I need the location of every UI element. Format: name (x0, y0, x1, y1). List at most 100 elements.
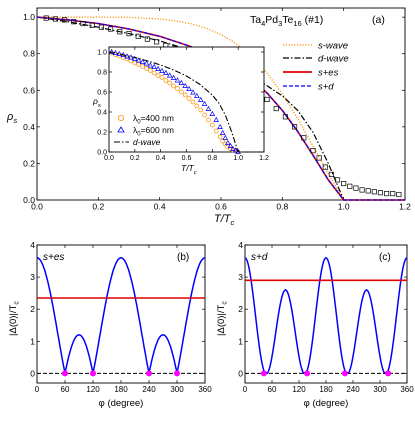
panel-c-x-tick-label: 120 (292, 385, 306, 394)
inset-circle (206, 117, 211, 123)
inset-circle (202, 112, 207, 118)
inset-series-d-wave (108, 51, 264, 153)
panel-b-node-point (62, 370, 68, 377)
data-square (390, 191, 396, 197)
panel-b-ylabel: |Δ(0)|/Tc (8, 301, 21, 336)
panel-b-x-tick-label: 60 (61, 385, 70, 394)
panel-c-x-tick-label: 0 (243, 385, 248, 394)
data-square (98, 24, 104, 30)
inset-triangle (213, 116, 219, 122)
series-s-wave (37, 16, 405, 201)
data-square (384, 191, 390, 197)
data-square (396, 191, 402, 198)
inset-xlabel: T/Tc (181, 163, 197, 176)
inset-circle (182, 92, 188, 98)
inset-legend-label: d-wave (133, 137, 161, 147)
inset-circle (151, 70, 157, 76)
panel-a-x-tick-label: 0.4 (154, 202, 166, 212)
panel-a-title: Ta4Pd3Te16 (#1) (250, 14, 323, 28)
inset-circle (140, 64, 145, 69)
inset-x-tick-label: 0.4 (156, 155, 166, 162)
data-square (328, 171, 334, 177)
inset-x-tick-label: 1.0 (233, 155, 243, 162)
inset-circle (222, 141, 228, 147)
inset-triangle (166, 72, 173, 78)
inset-triangle (222, 134, 229, 140)
inset-circle (147, 68, 153, 73)
data-square (71, 19, 77, 25)
data-square (154, 39, 160, 45)
data-square (359, 187, 365, 193)
legend-label-s-wave: s-wave (318, 41, 348, 52)
panel-c-node-point (304, 370, 311, 377)
data-square (144, 36, 150, 42)
data-square (62, 17, 68, 23)
panel-b-y-tick-label: 4 (30, 240, 35, 250)
inset-background (109, 47, 264, 152)
inset-triangle (205, 105, 212, 111)
panel-c-axes (244, 244, 408, 384)
data-square (52, 16, 58, 22)
inset-y-tick-label: 0.6 (97, 89, 107, 96)
panel-c-x-tick-label: 240 (346, 385, 360, 394)
data-square (301, 135, 307, 141)
panel-a-x-tick-label: 0.0 (31, 202, 43, 212)
panel-a-label: (a) (372, 14, 385, 26)
inset-legend-triangle (117, 126, 125, 133)
panel-c-node-point (341, 370, 348, 377)
inset-circle (163, 78, 169, 83)
inset-circle (213, 128, 219, 134)
inset-triangle (159, 67, 165, 73)
panel-c-x-tick-label: 180 (319, 385, 333, 394)
inset-triangle (155, 65, 161, 71)
series-d-wave (36, 16, 405, 201)
inset-triangle (190, 89, 196, 95)
inset-circle (175, 86, 180, 91)
inset-x-tick-label: 0.0 (104, 155, 114, 162)
panel-b-y-tick-label: 3 (30, 272, 35, 282)
panel-c-y-tick-label: 3 (238, 272, 243, 282)
inset-triangle (174, 77, 181, 83)
panel-c-y-tick-label: 1 (238, 336, 243, 346)
panel-c-xlabel: φ (degree) (304, 398, 349, 409)
inset-triangle (232, 147, 239, 153)
data-square (126, 31, 132, 37)
inset-triangle (135, 57, 142, 63)
data-square (135, 33, 141, 39)
data-square (292, 124, 298, 130)
inset-y-tick-label: 1.0 (97, 49, 107, 56)
panel-c-y-tick-label: 4 (238, 240, 243, 250)
panel-a-y-tick-label: 0.2 (23, 158, 35, 168)
inset-ylabel: ρs (92, 96, 101, 109)
panel-b-x-tick-label: 360 (198, 385, 212, 394)
panel-b-panel-label: (b) (177, 252, 189, 263)
panel-b-x-tick-label: 0 (35, 385, 40, 394)
panel-a-x-tick-label: 1.2 (399, 202, 411, 212)
inset-circle (171, 83, 176, 89)
inset-circle (178, 89, 184, 95)
inset-triangle (163, 69, 169, 75)
inset-triangle (217, 123, 223, 129)
inset-x-tick-label: 0.6 (182, 155, 192, 162)
inset-y-tick-label: 0.8 (97, 69, 107, 76)
panel-b-y-tick-label: 1 (30, 336, 35, 346)
panel-b-node-point (90, 370, 96, 377)
inset-x-tick-label: 1.2 (259, 155, 269, 162)
inset-circle (136, 62, 142, 67)
panel-c-ylabel: |Δ(0)|/Tc (216, 301, 229, 336)
legend-label-s+d: s+d (318, 82, 334, 93)
inset-circle (194, 103, 200, 109)
panel-b-x-tick-label: 180 (114, 385, 128, 394)
inset-circle (167, 80, 173, 86)
inset-x-tick-label: 0.2 (130, 155, 140, 162)
panel-a-x-tick-label: 0.2 (92, 202, 104, 212)
panel-b-annotation: s+es (43, 252, 64, 263)
inset-circle (132, 60, 138, 66)
inset-circle (190, 99, 196, 105)
data-square (80, 20, 86, 27)
data-square (43, 15, 49, 21)
inset-circle (155, 73, 161, 78)
data-square (353, 185, 359, 191)
series-s+d (36, 16, 405, 201)
